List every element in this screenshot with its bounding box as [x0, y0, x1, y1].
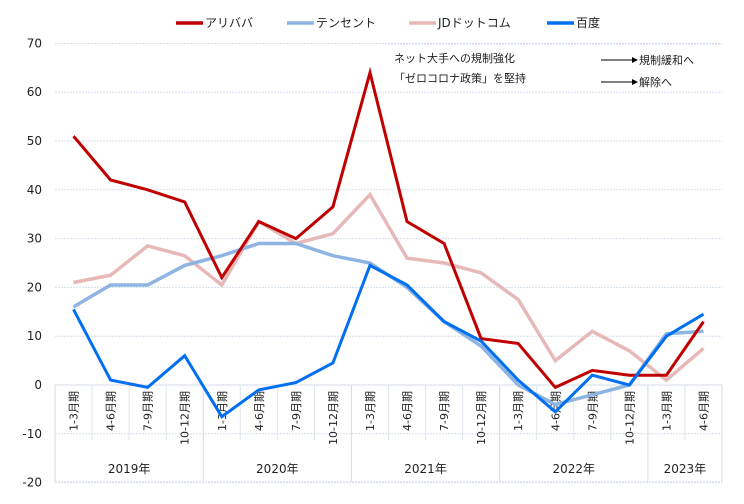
gridlines [55, 42, 722, 484]
y-tick-label: -10 [22, 427, 42, 441]
year-label: 2021年 [404, 462, 447, 476]
series-lines [72, 66, 705, 419]
x-tick-label: 10-12月期 [179, 391, 192, 445]
y-tick-label: 70 [27, 36, 42, 50]
legend-label: 百度 [576, 15, 600, 30]
legend-alibaba: アリババ [176, 16, 253, 30]
y-tick-label: 40 [27, 183, 42, 197]
annotation-zero-covid-target: 解除へ [639, 75, 672, 89]
x-tick-label: 1-3月期 [512, 391, 525, 431]
y-tick-label: 60 [27, 85, 42, 99]
y-tick-label: 10 [27, 329, 42, 343]
year-label: 2020年 [256, 462, 299, 476]
series-line-alibaba [72, 66, 705, 390]
y-axis: 70 60 50 40 30 20 10 0 -10 -20 [22, 36, 42, 489]
series-line-jd [73, 191, 705, 383]
x-tick-label: 4-6月期 [253, 391, 266, 431]
x-tick-label: 10-12月期 [327, 391, 340, 445]
annotation-regulation-target: 規制緩和へ [639, 53, 694, 67]
legend-tencent: テンセント [287, 16, 376, 30]
x-tick-label: 7-9月期 [290, 391, 303, 431]
x-tick-label: 4-6月期 [401, 391, 414, 431]
legend-label: アリババ [205, 16, 253, 30]
series-line-baidu [72, 263, 705, 419]
x-tick-label: 4-6月期 [697, 391, 710, 431]
year-label: 2019年 [108, 462, 151, 476]
x-tick-label: 7-9月期 [438, 391, 451, 431]
annotation-regulation: ネット大手への規制強化 [394, 51, 515, 65]
y-tick-label: 30 [27, 232, 42, 246]
x-tick-label: 4-6月期 [105, 391, 118, 431]
y-tick-label: 0 [34, 378, 42, 392]
y-tick-label: -20 [22, 476, 42, 490]
annotations: ネット大手への規制強化 規制緩和へ 「ゼロコロナ政策」を堅持 解除へ [385, 43, 722, 89]
year-label: 2023年 [664, 462, 707, 476]
y-tick-label: 20 [27, 280, 42, 294]
legend-jd: JDドットコム [409, 16, 511, 30]
legend-label: JDドットコム [437, 16, 511, 30]
x-tick-label: 10-12月期 [623, 391, 636, 445]
x-tick-label: 1-3月期 [216, 391, 229, 431]
annotation-arrowhead-1 [632, 57, 638, 63]
x-tick-label: 7-9月期 [586, 391, 599, 431]
x-tick-label: 1-3月期 [364, 391, 377, 431]
legend-baidu: 百度 [547, 15, 600, 30]
legend-label: テンセント [316, 16, 376, 30]
annotation-arrowhead-2 [632, 79, 638, 85]
y-tick-label: 50 [27, 134, 42, 148]
year-label: 2022年 [553, 462, 596, 476]
legend: アリババ テンセント JDドットコム 百度 [176, 15, 600, 30]
annotation-zero-covid: 「ゼロコロナ政策」を堅持 [394, 71, 526, 85]
x-tick-label: 10-12月期 [475, 391, 488, 445]
x-tick-label: 7-9月期 [142, 391, 155, 431]
x-tick-label: 1-3月期 [68, 391, 81, 431]
x-axis: 1-3月期 4-6月期 7-9月期 10-12月期 1-3月期 4-6月期 7-9月期 10-… [54, 384, 723, 483]
x-tick-label: 1-3月期 [660, 391, 673, 431]
